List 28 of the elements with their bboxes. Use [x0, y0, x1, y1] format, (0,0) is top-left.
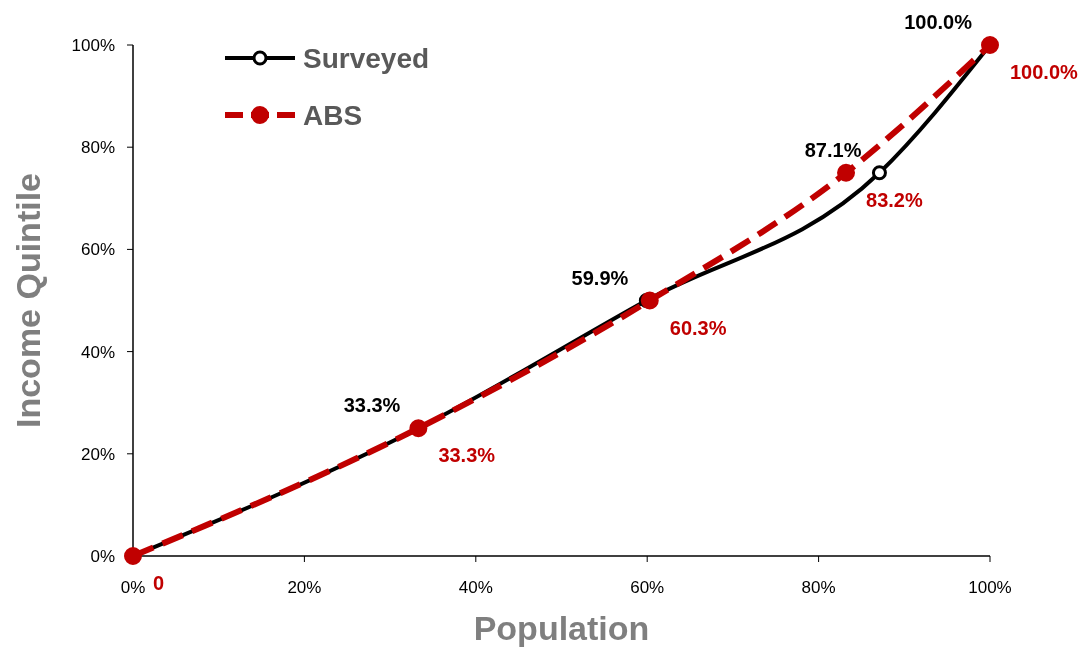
- annotation: 59.9%: [571, 266, 629, 289]
- annotation: 100.0%: [904, 11, 973, 33]
- point: [837, 163, 856, 182]
- x-tick-label: 80%: [801, 578, 836, 597]
- annotation: 33.3%: [343, 394, 401, 417]
- legend-label: Surveyed: [303, 43, 430, 74]
- y-axis-title: Income Quintile: [9, 172, 47, 429]
- x-tick-label: 60%: [630, 578, 665, 597]
- point: [871, 165, 887, 181]
- y-tick-label: 60%: [80, 240, 115, 260]
- annotation: 33.3%: [438, 444, 496, 467]
- x-tick-label: 40%: [458, 578, 493, 597]
- annotation: 87.1%: [804, 138, 862, 161]
- annotation: 100.0%: [1010, 61, 1079, 83]
- annotation: 60.3%: [669, 316, 727, 339]
- y-tick-label: 80%: [80, 138, 115, 158]
- y-tick-label: 0%: [90, 547, 115, 566]
- annotation: 0: [153, 572, 165, 594]
- point: [640, 291, 659, 310]
- y-tick-label: 100%: [71, 36, 115, 55]
- y-tick-label: 40%: [80, 342, 115, 362]
- annotation: 83.2%: [866, 188, 923, 211]
- x-axis-title: Population: [473, 609, 650, 647]
- x-tick-label: 0%: [120, 578, 146, 597]
- x-tick-label: 100%: [968, 578, 1012, 597]
- legend-label: ABS: [303, 100, 363, 131]
- y-tick-label: 20%: [80, 444, 115, 464]
- x-tick-label: 20%: [287, 578, 322, 597]
